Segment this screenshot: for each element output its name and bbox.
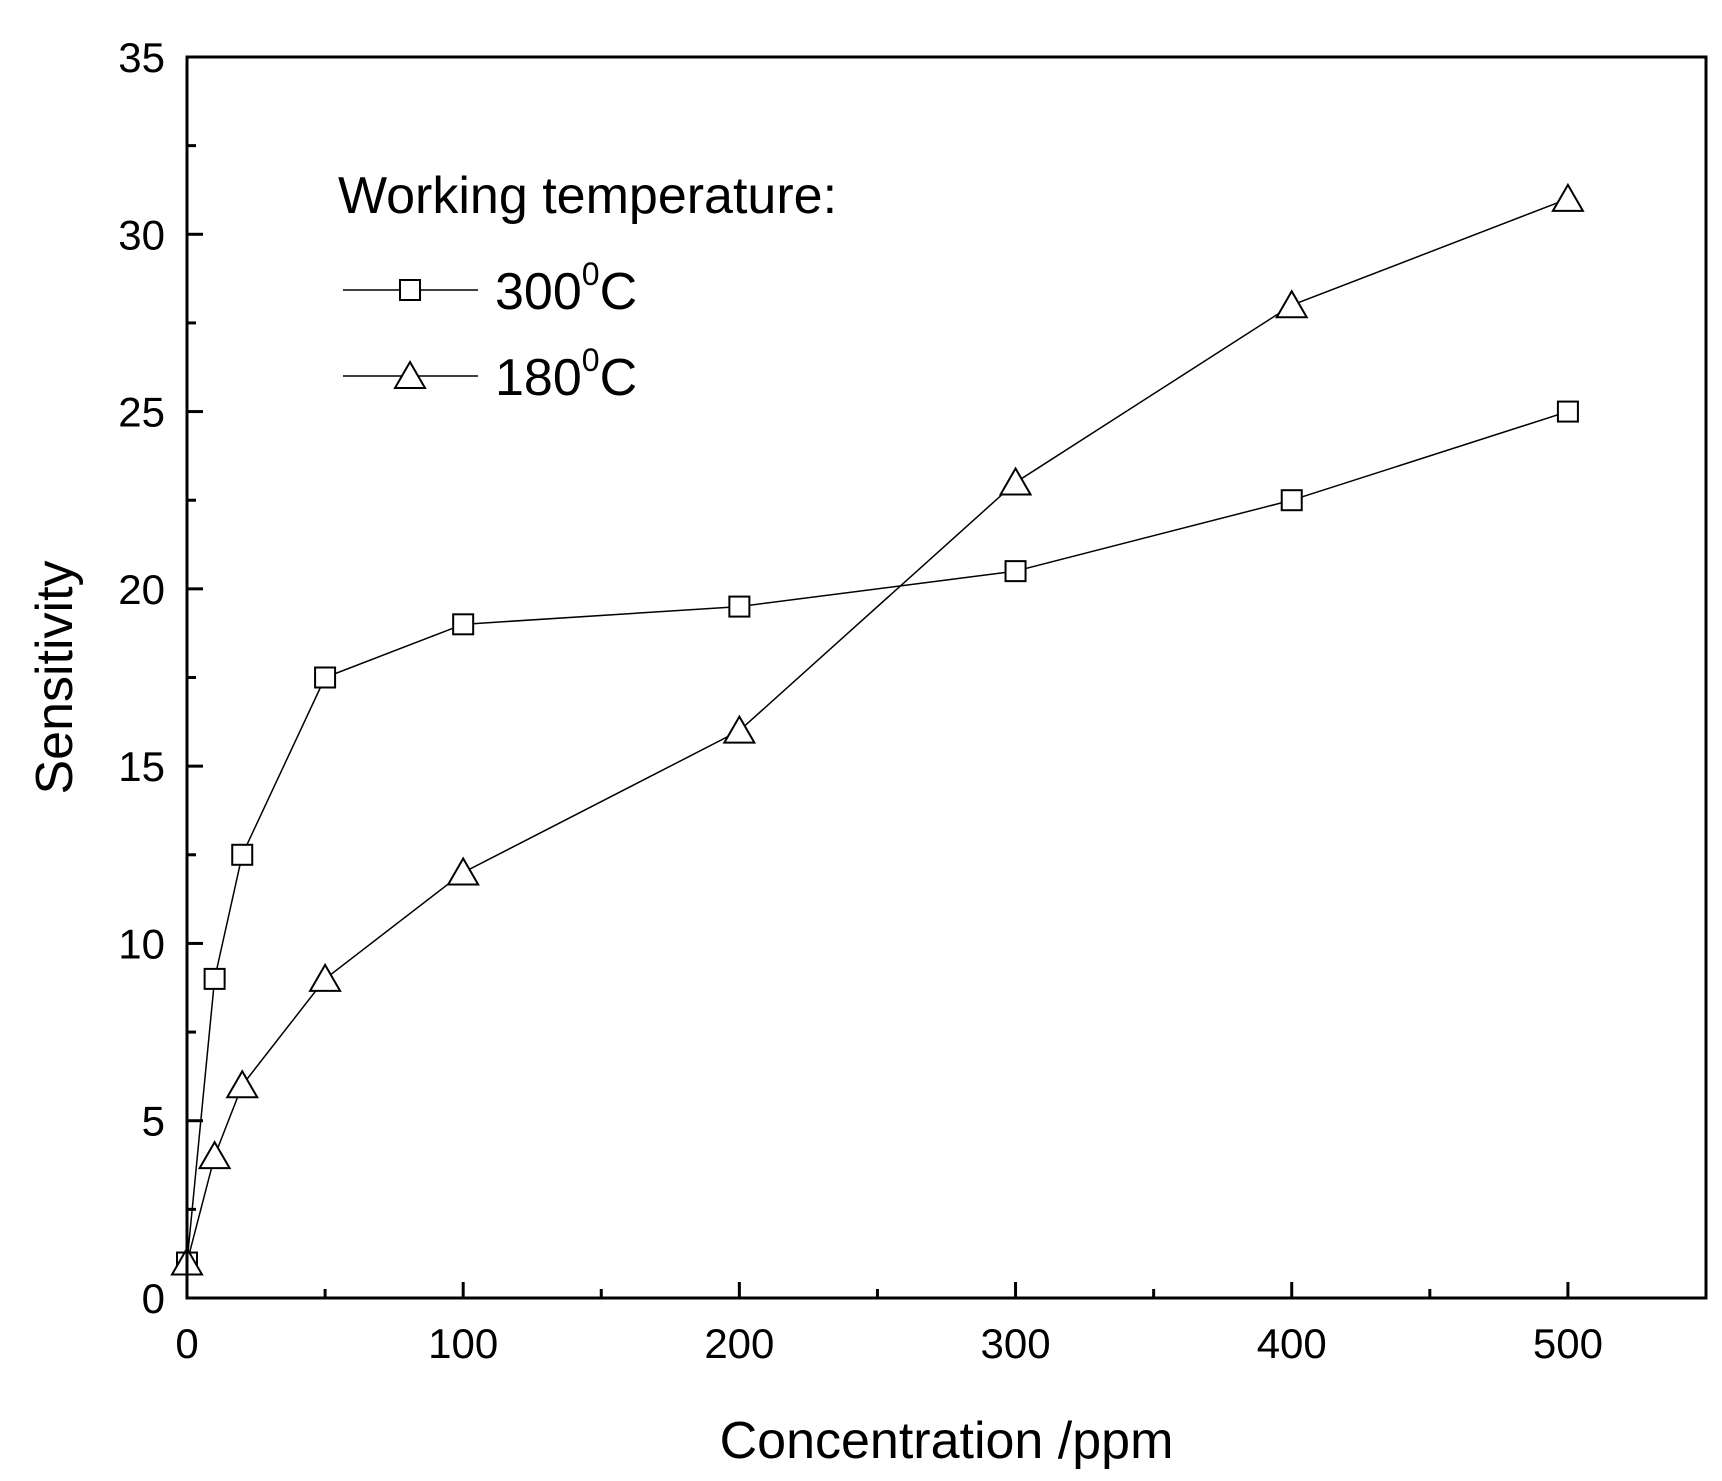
data-point: [1556, 400, 1579, 423]
data-point: [231, 843, 254, 866]
y-tick-label: 10: [118, 920, 165, 967]
data-point: [1004, 560, 1027, 583]
data-point: [1274, 289, 1309, 319]
y-tick-label: 25: [118, 389, 165, 436]
y-tick-label: 20: [118, 566, 165, 613]
legend-marker: [399, 279, 421, 301]
data-point: [1280, 489, 1303, 512]
y-tick-label: 35: [118, 34, 165, 81]
axis-layer: 0 100 200 300 400 500 0 5 10 15 20 25 30 35: [118, 34, 1708, 1367]
x-tick-label: 0: [175, 1320, 198, 1367]
legend-label: 1800C: [495, 342, 637, 407]
x-tick-label: 100: [428, 1320, 498, 1367]
data-point: [203, 967, 226, 990]
x-tick-label: 200: [704, 1320, 774, 1367]
legend-entry: 1800C: [343, 342, 637, 407]
x-tick-label: 300: [981, 1320, 1051, 1367]
y-tick-label: 30: [118, 211, 165, 258]
legend-title: Working temperature:: [338, 167, 837, 225]
legend-marker: [393, 359, 427, 389]
series-180C: [170, 182, 1585, 1276]
legend-entry: 3000C: [343, 256, 637, 321]
y-tick-label: 5: [142, 1098, 165, 1145]
data-point: [446, 856, 480, 886]
legend: Working temperature: 3000C 1800C: [338, 167, 837, 407]
data-point: [722, 714, 757, 744]
data-point: [1551, 182, 1585, 212]
data-point: [225, 1069, 259, 1099]
y-axis-title: Sensitivity: [26, 560, 84, 794]
data-point: [197, 1140, 232, 1170]
legend-label: 3000C: [495, 256, 637, 321]
series-layer: [170, 182, 1585, 1276]
data-point: [452, 613, 475, 636]
x-tick-label: 500: [1533, 1320, 1603, 1367]
series-300C: [176, 400, 1579, 1274]
y-tick-label: 0: [142, 1275, 165, 1322]
data-point: [314, 666, 337, 689]
data-point: [728, 595, 751, 618]
y-tick-label: 15: [118, 743, 165, 790]
x-tick-label: 400: [1257, 1320, 1327, 1367]
data-point: [998, 466, 1033, 496]
data-point: [308, 962, 342, 992]
x-axis-title: Concentration /ppm: [720, 1412, 1174, 1470]
